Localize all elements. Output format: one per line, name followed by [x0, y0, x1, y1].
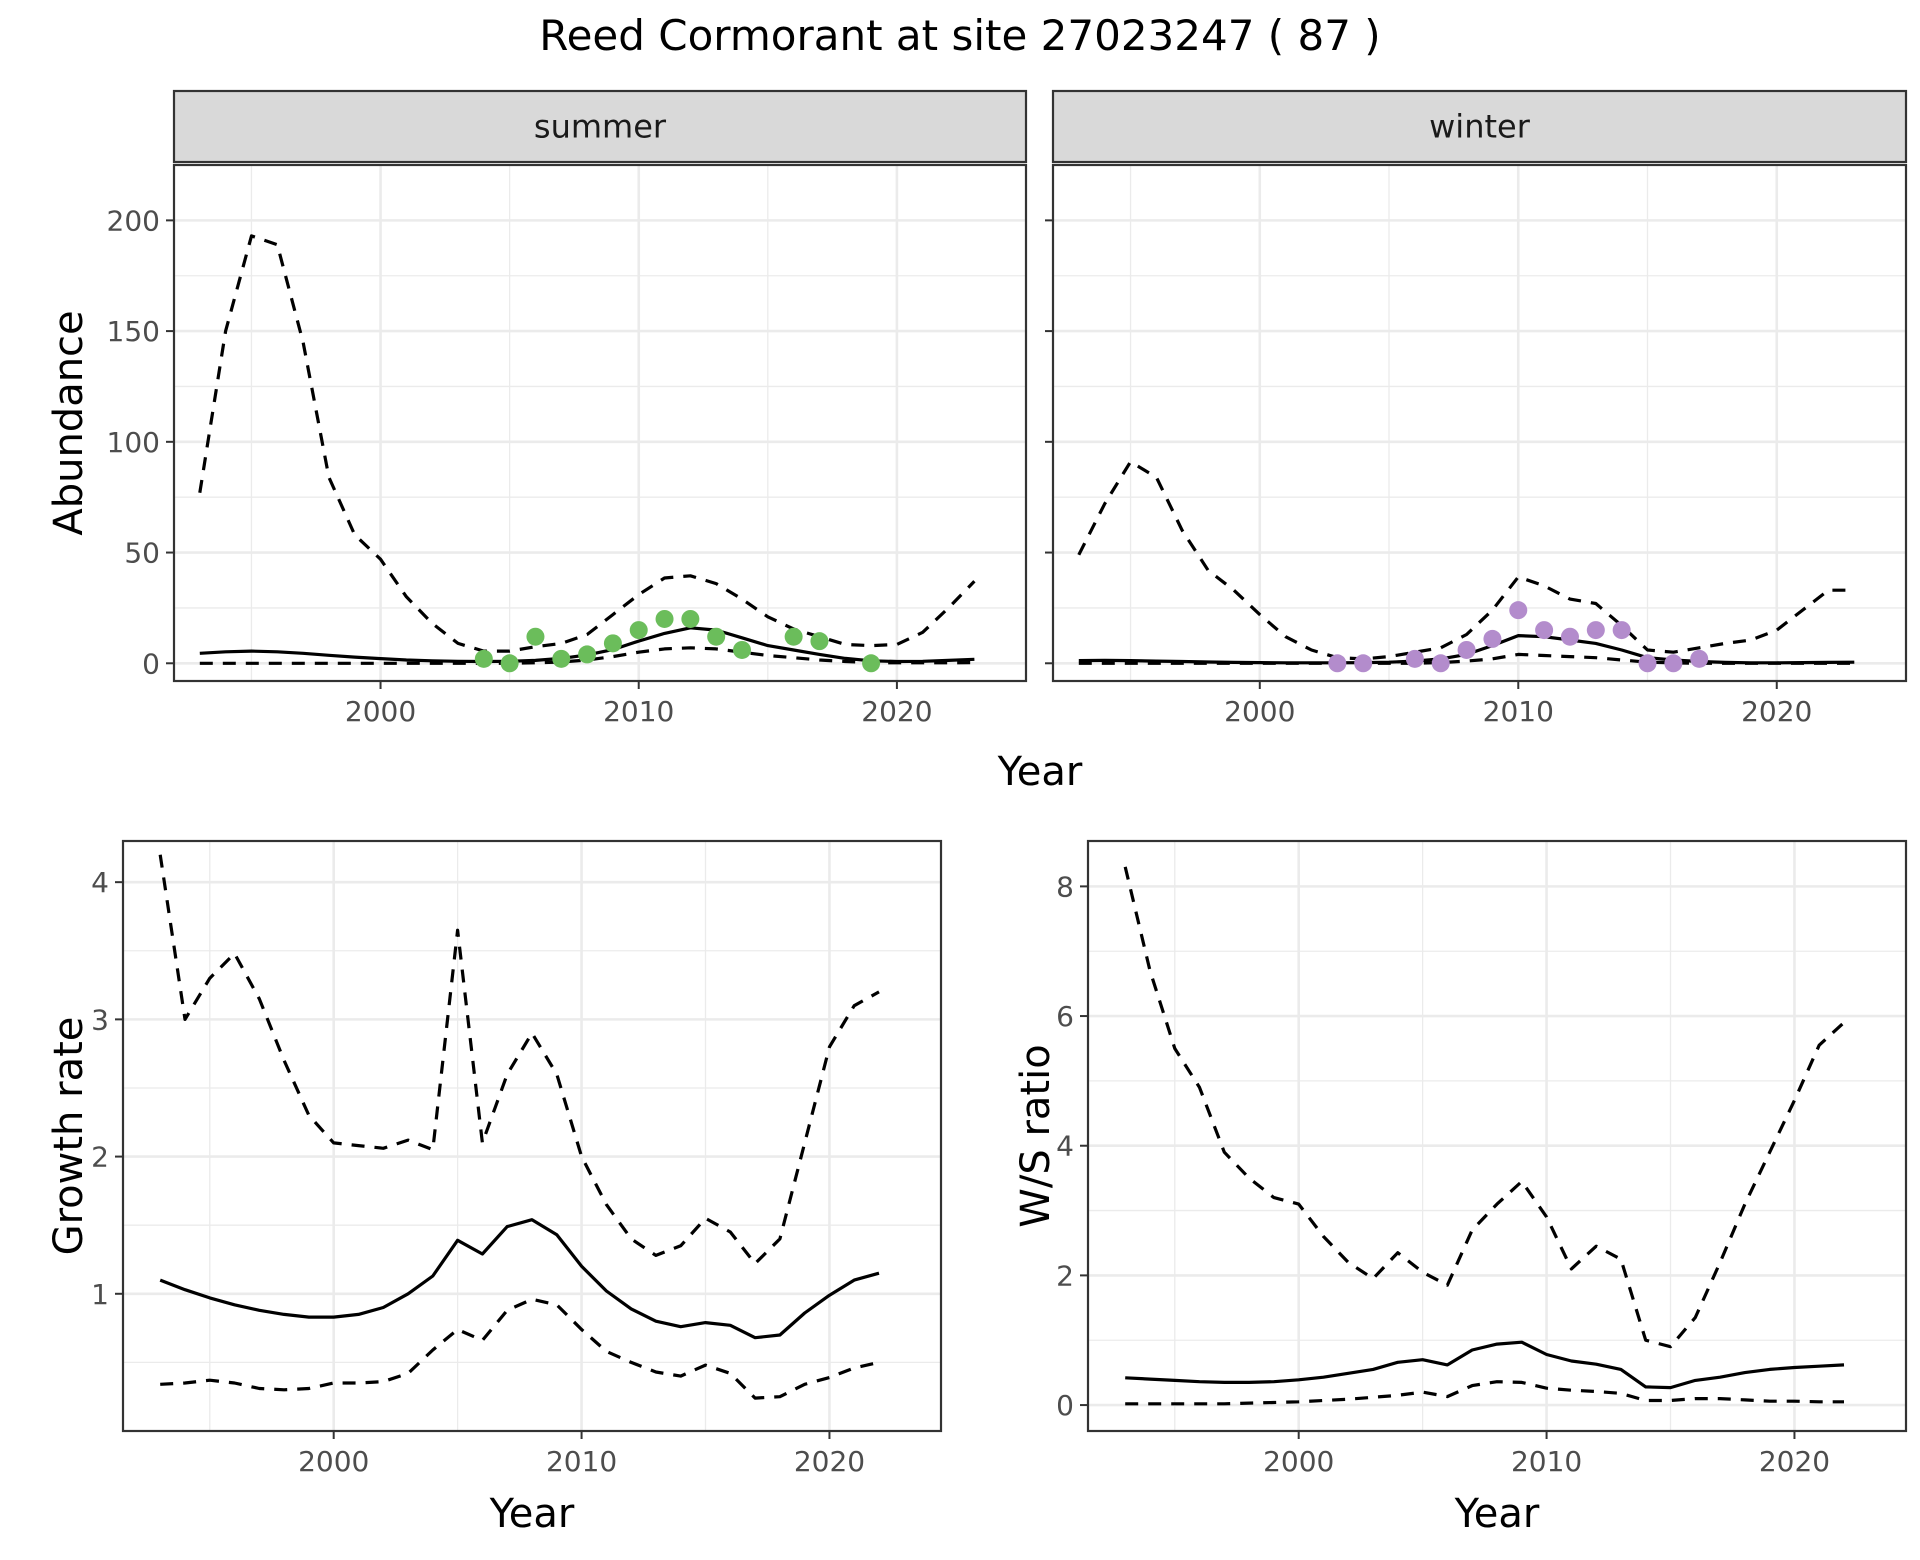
- summer-strip: [172, 89, 1028, 164]
- growth-y-axis-title: Growth rate: [46, 1017, 92, 1256]
- summer-strip-label: summer: [534, 108, 667, 146]
- ratio-y-tick-label: 2: [1056, 1259, 1074, 1292]
- plot-area: summer 2000 2010 2020 0 50 100 150 200 Abundance w…: [46, 89, 1908, 1537]
- winter-observed-point: [1664, 654, 1683, 673]
- winter-observed-point: [1560, 627, 1579, 646]
- ratio-x-tick-label: 2020: [1759, 1445, 1830, 1478]
- ratio-x-tick-label: 2000: [1263, 1445, 1334, 1478]
- winter-observed-point: [1431, 654, 1450, 673]
- growth-estimate-line: [159, 1218, 880, 1340]
- summer-observed-point: [500, 654, 519, 673]
- winter-observed-point: [1509, 601, 1528, 620]
- winter-x-tick-label: 2010: [1483, 695, 1554, 728]
- growth-lower-line: [160, 1297, 880, 1400]
- summer-observed-point: [578, 645, 597, 664]
- ratio-y-tick-label: 8: [1056, 870, 1074, 903]
- ratio-estimate-line: [1125, 1340, 1845, 1390]
- summer-observed-point: [526, 627, 545, 646]
- summer-x-tick-label: 2000: [345, 695, 416, 728]
- ratio-y-axis-title: W/S ratio: [1013, 1044, 1059, 1227]
- winter-panel-border: [1051, 163, 1908, 683]
- summer-observed-point: [862, 654, 881, 673]
- summer-y-tick-label: 50: [124, 537, 160, 570]
- ratio-lower-line: [1125, 1380, 1844, 1406]
- winter-x-tick-label: 2020: [1741, 695, 1812, 728]
- summer-x-tick-label: 2020: [861, 695, 932, 728]
- summer-observed-point: [784, 627, 803, 646]
- summer-observed-point: [681, 609, 700, 628]
- summer-y-tick-label: 150: [107, 315, 160, 348]
- winter-observed-point: [1612, 621, 1631, 640]
- growth-y-tick-label: 2: [91, 1141, 109, 1174]
- summer-observed-point: [629, 621, 648, 640]
- winter-observed-point: [1354, 654, 1373, 673]
- summer-observed-point: [810, 632, 829, 651]
- winter-observed-point: [1638, 654, 1657, 673]
- summer-y-axis-title: Abundance: [46, 310, 92, 535]
- summer-y-tick-label: 200: [107, 204, 160, 237]
- summer-observed-point: [655, 609, 674, 628]
- growth-x-tick-label: 2000: [298, 1445, 369, 1478]
- ratio-y-tick-label: 0: [1056, 1389, 1074, 1422]
- winter-observed-point: [1586, 621, 1605, 640]
- winter-observed-point: [1405, 649, 1424, 668]
- figure-title: Reed Cormorant at site 27023247 ( 87 ): [539, 11, 1380, 60]
- winter-observed-point: [1690, 649, 1709, 668]
- growth-y-tick-label: 3: [91, 1003, 109, 1036]
- ratio-y-tick-label: 6: [1056, 1000, 1074, 1033]
- winter-observed-point: [1535, 621, 1554, 640]
- summer-upper-line: [198, 234, 976, 653]
- growth-x-tick-label: 2020: [794, 1445, 865, 1478]
- growth-y-tick-label: 1: [91, 1278, 109, 1311]
- ratio-x-tick-label: 2010: [1511, 1445, 1582, 1478]
- summer-y-tick-label: 100: [107, 426, 160, 459]
- winter-x-tick-label: 2000: [1224, 695, 1295, 728]
- ratio-upper-line: [1123, 866, 1846, 1349]
- ratio-x-axis-title: Year: [1454, 1491, 1540, 1537]
- winter-strip: [1051, 89, 1908, 164]
- summer-observed-point: [474, 649, 493, 668]
- summer-lower-line: [199, 646, 975, 665]
- growth-x-tick-label: 2010: [546, 1445, 617, 1478]
- summer-observed-point: [707, 627, 726, 646]
- summer-y-tick-label: 0: [142, 647, 160, 680]
- growth-panel-border: [121, 839, 943, 1433]
- ratio-y-tick-label: 4: [1056, 1130, 1074, 1163]
- growth-x-axis-title: Year: [489, 1491, 575, 1537]
- ratio-panel-border: [1086, 839, 1908, 1433]
- winter-upper-line: [1077, 460, 1855, 661]
- summer-observed-point: [603, 634, 622, 653]
- summer-panel-border: [172, 163, 1028, 683]
- summer-observed-point: [552, 649, 571, 668]
- winter-observed-point: [1457, 640, 1476, 659]
- growth-upper-line: [158, 854, 880, 1266]
- summer-observed-point: [733, 640, 751, 659]
- winter-lower-line: [1078, 652, 1855, 665]
- summer-x-tick-label: 2010: [603, 695, 674, 728]
- growth-y-tick-label: 4: [91, 866, 109, 899]
- winter-observed-point: [1328, 654, 1347, 673]
- winter-observed-point: [1483, 629, 1502, 648]
- abundance-x-axis-title: Year: [997, 749, 1083, 795]
- winter-strip-label: winter: [1429, 108, 1531, 146]
